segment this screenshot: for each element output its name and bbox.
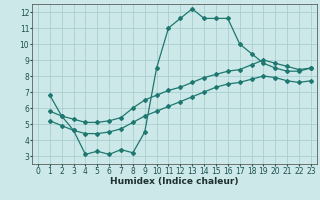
X-axis label: Humidex (Indice chaleur): Humidex (Indice chaleur) xyxy=(110,177,239,186)
